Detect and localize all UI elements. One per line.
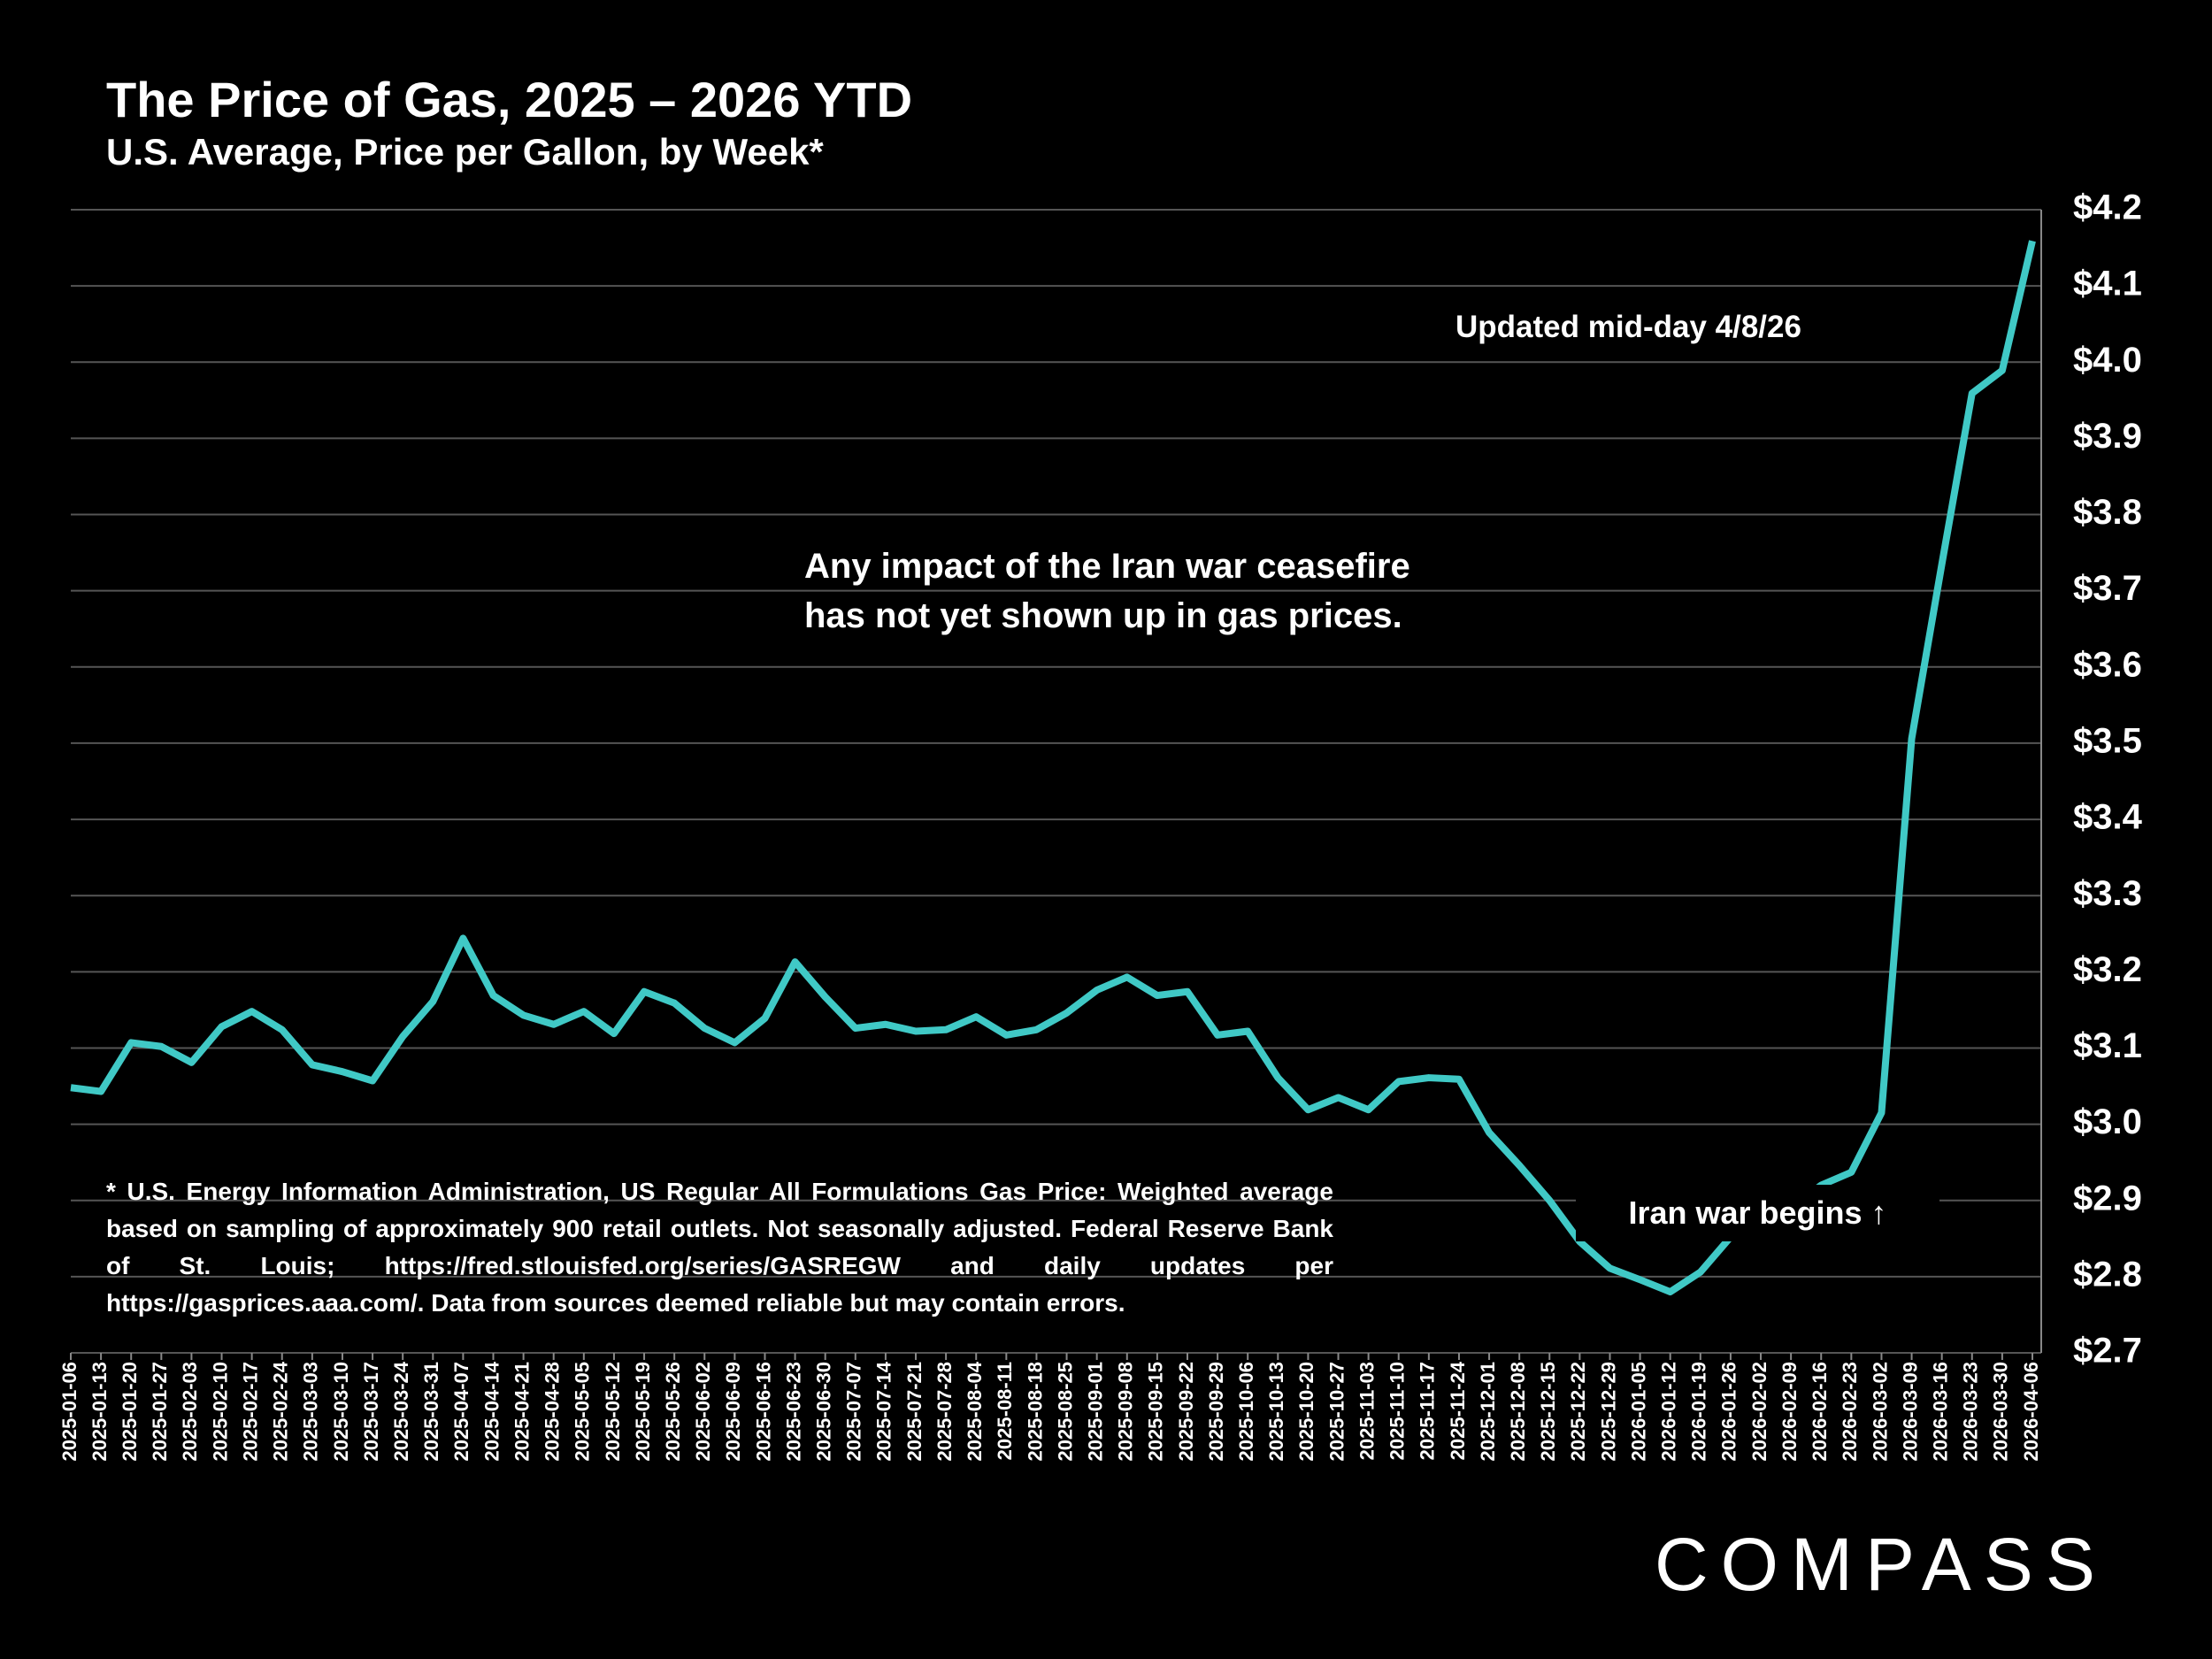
y-tick-label: $3.1 [2073,1026,2142,1065]
footnote: * U.S. Energy Information Administration… [106,1178,1333,1317]
x-tick-label: 2025-01-06 [58,1362,81,1462]
x-tick-label: 2025-07-28 [933,1362,956,1462]
x-tick-label: 2025-09-15 [1145,1362,1167,1462]
x-tick-label: 2025-11-10 [1386,1362,1409,1460]
x-tick-label: 2025-12-01 [1477,1362,1499,1462]
x-tick-label: 2025-06-23 [782,1362,804,1462]
x-tick-label: 2025-01-20 [119,1362,141,1462]
x-tick-label: 2025-08-18 [1024,1362,1046,1462]
x-tick-label: 2025-01-13 [88,1362,111,1462]
x-tick-label: 2026-04-06 [2020,1362,2042,1462]
x-tick-label: 2025-07-21 [903,1362,926,1462]
y-tick-label: $3.3 [2073,874,2142,913]
x-tick-label: 2025-10-20 [1295,1362,1317,1462]
x-tick-label: 2026-02-16 [1809,1362,1831,1462]
x-tick-label: 2025-02-17 [239,1362,261,1462]
x-tick-label: 2025-07-14 [873,1361,895,1461]
y-tick-label: $3.8 [2073,493,2142,532]
chart-title: The Price of Gas, 2025 – 2026 YTD [106,72,913,127]
x-tick-label: 2026-01-26 [1718,1362,1740,1462]
x-tick-label: 2026-01-05 [1627,1362,1649,1462]
x-tick-label: 2025-08-11 [994,1362,1016,1460]
annotation: Updated mid-day 4/8/26 [1455,310,1801,344]
x-tick-label: 2025-02-03 [179,1362,201,1462]
x-tick-label: 2025-12-29 [1597,1362,1619,1462]
annotation: Iran war begins ↑ [1576,1185,1939,1241]
y-tick-label: $3.4 [2073,798,2143,837]
x-tick-label: 2025-02-24 [270,1361,292,1461]
x-tick-label: 2025-03-24 [390,1361,412,1461]
x-tick-label: 2025-07-07 [843,1362,865,1462]
y-tick-label: $3.9 [2073,417,2142,456]
x-tick-label: 2025-09-29 [1205,1362,1227,1462]
x-tick-label: 2025-04-28 [541,1362,564,1462]
x-tick-label: 2026-03-23 [1960,1362,1982,1462]
x-tick-label: 2025-09-01 [1084,1362,1106,1462]
x-tick-label: 2026-02-02 [1748,1362,1770,1462]
x-tick-label: 2025-06-02 [692,1362,714,1462]
y-tick-label: $4.2 [2073,188,2142,227]
x-tick-label: 2025-12-22 [1567,1362,1589,1462]
x-tick-label: 2025-11-03 [1356,1362,1378,1460]
x-tick-label: 2025-06-16 [752,1362,774,1462]
x-tick-label: 2025-11-17 [1417,1362,1439,1460]
x-tick-label: 2025-05-26 [662,1362,684,1462]
x-tick-label: 2026-03-16 [1929,1362,1951,1462]
y-tick-label: $3.6 [2073,645,2142,684]
x-tick-label: 2025-02-10 [209,1362,231,1462]
x-tick-label: 2025-03-31 [420,1362,442,1462]
y-tick-label: $2.8 [2073,1255,2142,1294]
y-tick-label: $2.9 [2073,1179,2142,1217]
line [70,240,2036,1296]
y-tick-label: $4.0 [2073,341,2142,380]
x-tick-label: 2025-06-30 [813,1362,835,1462]
x-tick-label: 2025-11-24 [1447,1361,1469,1460]
y-tick-label: $3.7 [2073,569,2142,608]
x-tick-label: 2025-01-27 [149,1362,171,1462]
x-tick-label: 2025-08-04 [964,1361,986,1461]
x-tick-label: 2026-01-12 [1658,1362,1680,1462]
x-tick-label: 2025-04-14 [480,1361,503,1461]
x-tick-label: 2025-06-09 [722,1362,744,1462]
x-tick-label: 2026-02-09 [1778,1362,1801,1462]
x-tick-label: 2026-01-19 [1688,1362,1710,1462]
x-tick-label: 2026-03-02 [1869,1362,1891,1462]
x-tick-label: 2025-03-17 [360,1362,382,1462]
x-tick-label: 2025-10-13 [1265,1362,1287,1462]
x-tick-label: 2025-05-05 [572,1362,594,1462]
y-tick-label: $3.5 [2073,721,2142,760]
x-tick-label: 2025-12-08 [1507,1362,1529,1462]
y-tick-label: $4.1 [2073,265,2142,303]
x-tick-label: 2026-03-09 [1899,1362,1921,1462]
x-tick-label: 2025-12-15 [1537,1362,1559,1462]
x-tick-label: 2025-09-22 [1175,1362,1197,1462]
annotation: Any impact of the Iran war ceasefire has… [804,547,1410,635]
y-tick-label: $3.0 [2073,1102,2142,1141]
x-tick-label: 2025-08-25 [1054,1362,1076,1462]
x-tick-label: 2025-04-07 [450,1362,472,1462]
chart-subtitle: U.S. Average, Price per Gallon, by Week* [106,131,824,173]
x-tick-label: 2025-04-21 [511,1362,533,1462]
x-tick-label: 2025-05-19 [632,1362,654,1462]
x-tick-label: 2025-03-10 [330,1362,352,1462]
x-tick-label: 2025-10-27 [1325,1362,1348,1462]
x-tick-label: 2025-10-06 [1235,1362,1257,1462]
x-tick-label: 2026-02-23 [1839,1362,1861,1462]
x-tick-label: 2025-09-08 [1115,1362,1137,1462]
y-tick-label: $2.7 [2073,1332,2142,1371]
x-tick-label: 2025-05-12 [602,1362,624,1462]
logo: COMPASS [1655,1523,2108,1606]
x-tick-label: 2025-03-03 [300,1362,322,1462]
x-tick-label: 2026-03-30 [1990,1362,2012,1462]
y-tick-label: $3.2 [2073,950,2142,989]
